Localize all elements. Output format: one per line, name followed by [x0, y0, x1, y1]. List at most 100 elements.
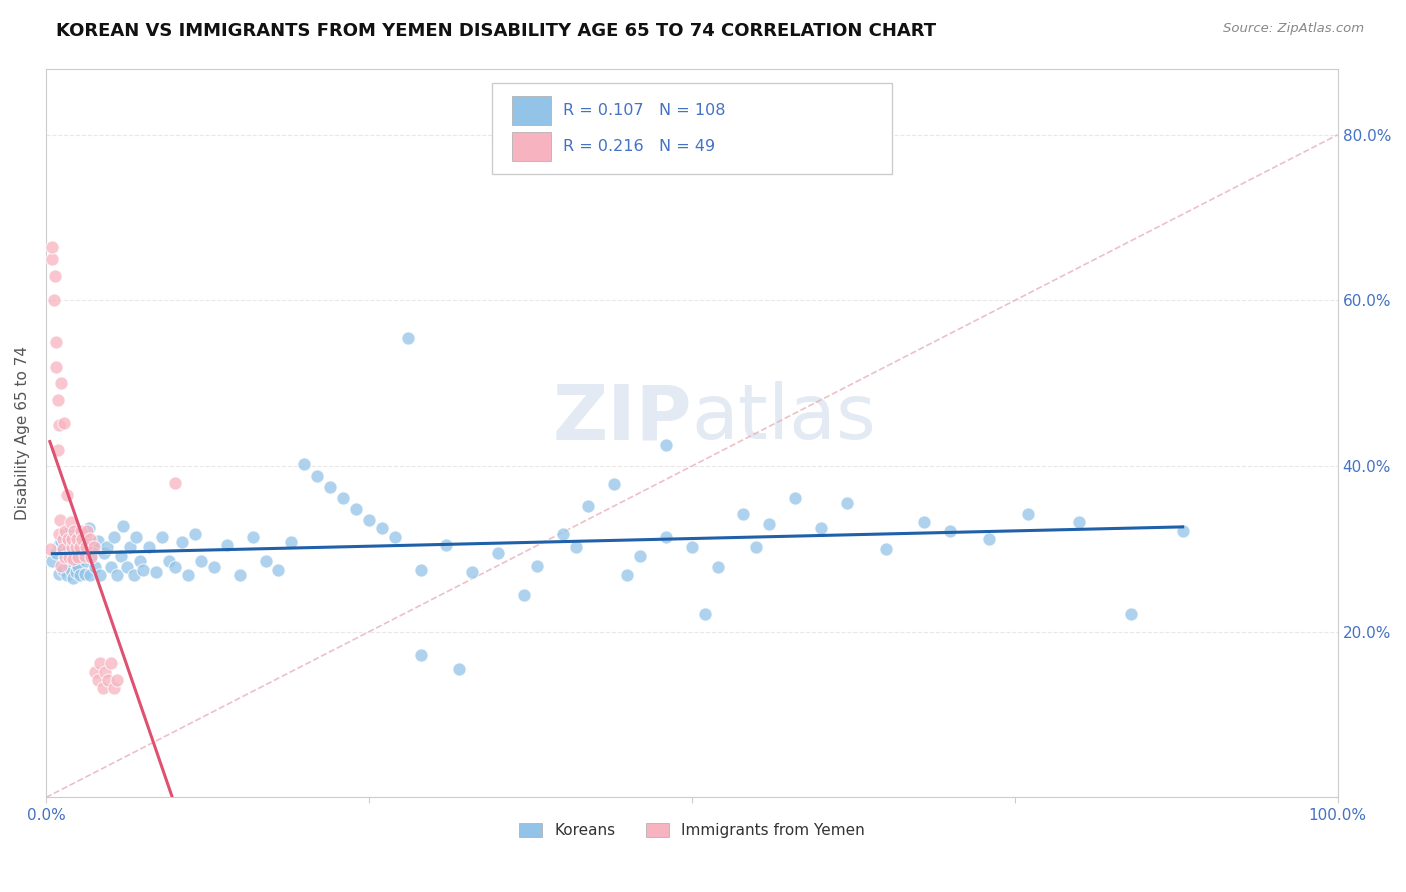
Point: [733, 507, 755, 521]
Point: [48, 538, 70, 552]
Point: [138, 541, 160, 555]
Point: [60, 541, 83, 555]
Point: [332, 491, 354, 505]
Point: [307, 469, 329, 483]
Point: [578, 499, 600, 513]
Point: [70, 549, 93, 563]
Point: [53, 529, 76, 543]
Point: [526, 558, 548, 573]
Point: [73, 549, 96, 563]
Point: [60, 533, 83, 548]
Point: [84, 560, 107, 574]
Point: [67, 560, 90, 574]
Point: [46, 392, 69, 407]
Point: [44, 268, 66, 283]
Point: [45, 359, 67, 374]
Point: [170, 535, 193, 549]
Point: [53, 524, 76, 538]
Point: [56, 532, 79, 546]
Point: [1171, 524, 1194, 538]
Point: [67, 529, 90, 543]
FancyBboxPatch shape: [512, 96, 551, 125]
Point: [51, 376, 73, 391]
Point: [60, 532, 83, 546]
Point: [58, 558, 80, 573]
Point: [66, 557, 89, 571]
Point: [1069, 516, 1091, 530]
Point: [96, 541, 118, 555]
Point: [129, 554, 152, 568]
Point: [89, 657, 111, 671]
Point: [254, 554, 277, 568]
Text: ZIP: ZIP: [553, 382, 692, 456]
Point: [118, 541, 141, 555]
Point: [177, 568, 200, 582]
Point: [82, 541, 104, 555]
Point: [62, 552, 84, 566]
Point: [228, 568, 250, 582]
Point: [79, 532, 101, 546]
Point: [80, 550, 103, 565]
Point: [384, 529, 406, 543]
FancyBboxPatch shape: [492, 83, 891, 174]
Point: [145, 565, 167, 579]
Point: [110, 549, 132, 563]
Point: [53, 416, 76, 430]
Point: [100, 560, 122, 574]
Point: [628, 549, 651, 563]
Point: [616, 568, 638, 582]
Point: [59, 516, 82, 530]
Point: [745, 541, 768, 555]
Point: [86, 673, 108, 687]
Point: [38, 541, 60, 556]
Point: [785, 491, 807, 505]
Legend: Koreans, Immigrants from Yemen: Koreans, Immigrants from Yemen: [513, 817, 870, 845]
Point: [62, 571, 84, 585]
Point: [59, 563, 82, 577]
Point: [344, 502, 367, 516]
Point: [603, 477, 626, 491]
Point: [1119, 607, 1142, 621]
Point: [49, 513, 72, 527]
Point: [48, 527, 70, 541]
Point: [58, 525, 80, 540]
Point: [55, 568, 77, 582]
Point: [94, 665, 117, 679]
Point: [80, 550, 103, 565]
Point: [150, 529, 173, 543]
Point: [280, 535, 302, 549]
Text: KOREAN VS IMMIGRANTS FROM YEMEN DISABILITY AGE 65 TO 74 CORRELATION CHART: KOREAN VS IMMIGRANTS FROM YEMEN DISABILI…: [56, 22, 936, 40]
Point: [51, 558, 73, 573]
FancyBboxPatch shape: [512, 132, 551, 161]
Point: [70, 538, 93, 552]
Point: [89, 568, 111, 582]
Point: [51, 533, 73, 548]
Point: [79, 568, 101, 582]
Text: R = 0.107   N = 108: R = 0.107 N = 108: [562, 103, 725, 118]
Point: [45, 334, 67, 349]
Point: [48, 566, 70, 581]
Point: [409, 563, 432, 577]
Point: [409, 648, 432, 662]
Point: [681, 541, 703, 555]
Point: [84, 665, 107, 679]
Point: [461, 565, 484, 579]
Point: [103, 529, 125, 543]
Point: [655, 529, 678, 543]
Point: [53, 550, 76, 565]
Point: [117, 560, 139, 574]
Point: [58, 550, 80, 565]
Text: R = 0.216   N = 49: R = 0.216 N = 49: [562, 139, 714, 154]
Point: [67, 550, 90, 565]
Point: [52, 532, 75, 546]
Point: [41, 252, 63, 266]
Point: [63, 546, 86, 560]
Point: [75, 541, 97, 555]
Point: [53, 550, 76, 565]
Point: [105, 568, 128, 582]
Point: [52, 563, 75, 577]
Point: [434, 538, 457, 552]
Point: [73, 529, 96, 543]
Point: [655, 438, 678, 452]
Point: [105, 673, 128, 687]
